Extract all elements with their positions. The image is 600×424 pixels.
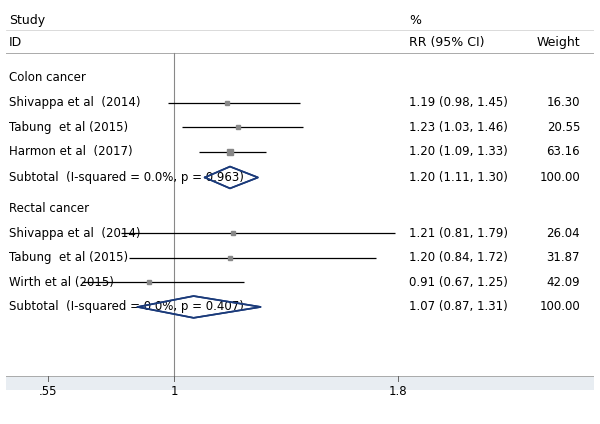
Text: 63.16: 63.16 — [547, 145, 580, 158]
Text: Tabung  et al (2015): Tabung et al (2015) — [9, 120, 128, 134]
Text: %: % — [409, 14, 421, 27]
Text: 1.19 (0.98, 1.45): 1.19 (0.98, 1.45) — [409, 96, 508, 109]
Text: 42.09: 42.09 — [547, 276, 580, 289]
Text: .55: .55 — [39, 385, 57, 398]
Text: 1.21 (0.81, 1.79): 1.21 (0.81, 1.79) — [409, 227, 508, 240]
Text: ID: ID — [9, 36, 22, 49]
Text: Weight: Weight — [536, 36, 580, 49]
Text: 100.00: 100.00 — [539, 301, 580, 313]
Text: 1.8: 1.8 — [389, 385, 407, 398]
Text: 31.87: 31.87 — [547, 251, 580, 265]
Text: 1: 1 — [170, 385, 178, 398]
Text: Colon cancer: Colon cancer — [9, 72, 86, 84]
Text: 1.20 (0.84, 1.72): 1.20 (0.84, 1.72) — [409, 251, 508, 265]
Text: 100.00: 100.00 — [539, 171, 580, 184]
Text: Study: Study — [9, 14, 45, 27]
Text: Wirth et al (2015): Wirth et al (2015) — [9, 276, 113, 289]
Text: Tabung  et al (2015): Tabung et al (2015) — [9, 251, 128, 265]
Text: Subtotal  (I-squared = 0.0%, p = 0.407): Subtotal (I-squared = 0.0%, p = 0.407) — [9, 301, 244, 313]
FancyBboxPatch shape — [6, 376, 594, 390]
Text: 0.91 (0.67, 1.25): 0.91 (0.67, 1.25) — [409, 276, 508, 289]
Text: 16.30: 16.30 — [547, 96, 580, 109]
Text: 1.20 (1.11, 1.30): 1.20 (1.11, 1.30) — [409, 171, 508, 184]
Text: 1.23 (1.03, 1.46): 1.23 (1.03, 1.46) — [409, 120, 508, 134]
Text: 20.55: 20.55 — [547, 120, 580, 134]
Text: Shivappa et al  (2014): Shivappa et al (2014) — [9, 96, 140, 109]
Text: Rectal cancer: Rectal cancer — [9, 202, 89, 215]
Text: Harmon et al  (2017): Harmon et al (2017) — [9, 145, 133, 158]
Text: 1.20 (1.09, 1.33): 1.20 (1.09, 1.33) — [409, 145, 508, 158]
Text: 26.04: 26.04 — [547, 227, 580, 240]
Text: Subtotal  (I-squared = 0.0%, p = 0.963): Subtotal (I-squared = 0.0%, p = 0.963) — [9, 171, 244, 184]
Text: 1.07 (0.87, 1.31): 1.07 (0.87, 1.31) — [409, 301, 508, 313]
Text: RR (95% CI): RR (95% CI) — [409, 36, 485, 49]
Text: Shivappa et al  (2014): Shivappa et al (2014) — [9, 227, 140, 240]
